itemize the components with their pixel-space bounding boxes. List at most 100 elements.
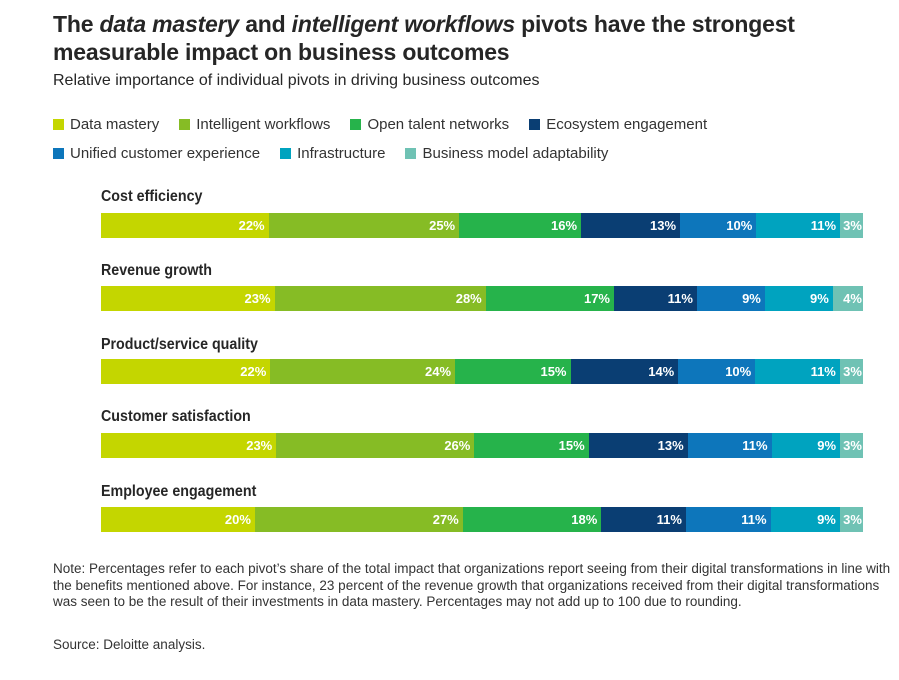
legend-swatch xyxy=(405,147,417,159)
bar-segment: 11% xyxy=(687,433,772,458)
bar-segment: 20% xyxy=(101,507,255,532)
bar-segment: 4% xyxy=(832,286,863,311)
bar-segment: 15% xyxy=(474,433,589,458)
bar-segment: 15% xyxy=(455,359,571,384)
bar-segment: 9% xyxy=(770,507,840,532)
stacked-bar: 22% 24% 15% 14% 10% 11% 3% xyxy=(101,359,863,384)
data-label: 15% xyxy=(558,438,585,453)
data-label: 11% xyxy=(656,512,682,527)
data-label: 22% xyxy=(238,218,265,233)
legend-item: Unified customer experience xyxy=(53,145,260,162)
legend-label: Unified customer experience xyxy=(70,144,261,162)
data-label: 23% xyxy=(244,291,271,306)
bar-segment: 22% xyxy=(101,359,271,384)
legend-swatch xyxy=(280,147,292,159)
data-label: 11% xyxy=(741,512,767,527)
legend-item: Business model adaptability xyxy=(405,145,608,162)
bar-segment: 11% xyxy=(685,507,771,532)
category-label: Employee engagement xyxy=(101,483,257,500)
data-label: 18% xyxy=(571,512,598,527)
bar-segment: 26% xyxy=(276,433,475,458)
bar-segment: 11% xyxy=(614,286,697,311)
bar-segment: 17% xyxy=(485,286,614,311)
stacked-bar: 20% 27% 18% 11% 11% 9% 3% xyxy=(101,507,863,532)
data-label: 25% xyxy=(429,218,456,233)
bar-segment: 28% xyxy=(274,286,486,311)
chart-title: The data mastery and intelligent workflo… xyxy=(53,11,795,65)
data-label: 11% xyxy=(667,291,693,306)
data-label: 23% xyxy=(246,438,273,453)
bar-segment: 25% xyxy=(268,213,460,238)
bar-segment: 9% xyxy=(764,286,833,311)
bar-segment: 24% xyxy=(270,359,456,384)
legend-label: Business model adaptability xyxy=(422,144,609,162)
bar-segment: 3% xyxy=(840,213,863,238)
chart-subtitle: Relative importance of individual pivots… xyxy=(53,72,540,89)
bar-segment: 10% xyxy=(680,213,757,238)
data-label: 28% xyxy=(455,291,482,306)
data-label: 3% xyxy=(843,512,862,527)
bar-segment: 11% xyxy=(756,213,841,238)
legend-item: Ecosystem engagement xyxy=(529,116,707,133)
legend-label: Data mastery xyxy=(70,115,160,133)
data-label: 22% xyxy=(240,364,267,379)
legend-row: Unified customer experience Infrastructur… xyxy=(53,143,883,163)
bar-segment: 16% xyxy=(459,213,582,238)
bar-segment: 13% xyxy=(588,433,688,458)
data-label: 14% xyxy=(648,364,675,379)
bar-segment: 23% xyxy=(101,433,277,458)
legend-item: Open talent networks xyxy=(350,116,509,133)
legend-swatch xyxy=(53,147,64,159)
data-label: 17% xyxy=(583,291,610,306)
bar-segment: 11% xyxy=(601,507,686,532)
data-label: 24% xyxy=(425,364,452,379)
data-label: 27% xyxy=(432,512,459,527)
data-label: 4% xyxy=(843,291,862,306)
legend-swatch xyxy=(529,118,541,130)
legend-item: Data mastery xyxy=(53,116,159,133)
data-label: 9% xyxy=(817,512,836,527)
data-label: 10% xyxy=(726,218,753,233)
data-label: 10% xyxy=(725,364,752,379)
legend-label: Infrastructure xyxy=(297,144,386,162)
legend-row: Data mastery Intelligent workflows Open ta… xyxy=(53,114,883,134)
data-label: 26% xyxy=(444,438,471,453)
legend-label: Intelligent workflows xyxy=(196,115,331,133)
legend: Data mastery Intelligent workflows Open ta… xyxy=(53,114,883,172)
data-label: 3% xyxy=(843,364,862,379)
bar-segment: 23% xyxy=(101,286,275,311)
title-emphasis-intelligent-workflows: intelligent workflows xyxy=(291,11,515,37)
stacked-bar: 23% 28% 17% 11% 9% 9% 4% xyxy=(101,286,863,311)
data-label: 20% xyxy=(224,512,251,527)
legend-label: Open talent networks xyxy=(367,115,510,133)
data-label: 11% xyxy=(810,218,837,233)
category-label: Product/service quality xyxy=(101,336,258,353)
data-label: 13% xyxy=(650,218,677,233)
legend-swatch xyxy=(179,118,191,130)
bar-segment: 9% xyxy=(696,286,765,311)
bar-segment: 3% xyxy=(840,433,863,458)
stacked-bar: 22% 25% 16% 13% 10% 11% 3% xyxy=(101,213,863,238)
data-label: 16% xyxy=(551,218,578,233)
chart-note: Note: Percentages refer to each pivot’s … xyxy=(53,561,891,609)
title-emphasis-data-mastery: data mastery xyxy=(99,11,239,37)
bar-segment: 22% xyxy=(101,213,269,238)
legend-label: Ecosystem engagement xyxy=(546,115,708,133)
bar-segment: 3% xyxy=(839,507,863,532)
stacked-bar: 23% 26% 15% 13% 11% 9% 3% xyxy=(101,433,863,458)
data-label: 3% xyxy=(843,218,862,233)
bar-segment: 10% xyxy=(678,359,756,384)
category-label: Customer satisfaction xyxy=(101,408,251,425)
data-label: 9% xyxy=(742,291,761,306)
bar-segment: 14% xyxy=(570,359,679,384)
legend-swatch xyxy=(350,118,362,130)
data-label: 13% xyxy=(657,438,684,453)
bar-segment: 11% xyxy=(755,359,840,384)
category-label: Cost efficiency xyxy=(101,188,203,205)
data-label: 9% xyxy=(809,291,829,306)
bar-segment: 9% xyxy=(771,433,841,458)
bar-segment: 3% xyxy=(839,359,863,384)
chart-source: Source: Deloitte analysis. xyxy=(53,637,206,652)
legend-item: Intelligent workflows xyxy=(179,116,330,133)
data-label: 11% xyxy=(742,438,768,453)
